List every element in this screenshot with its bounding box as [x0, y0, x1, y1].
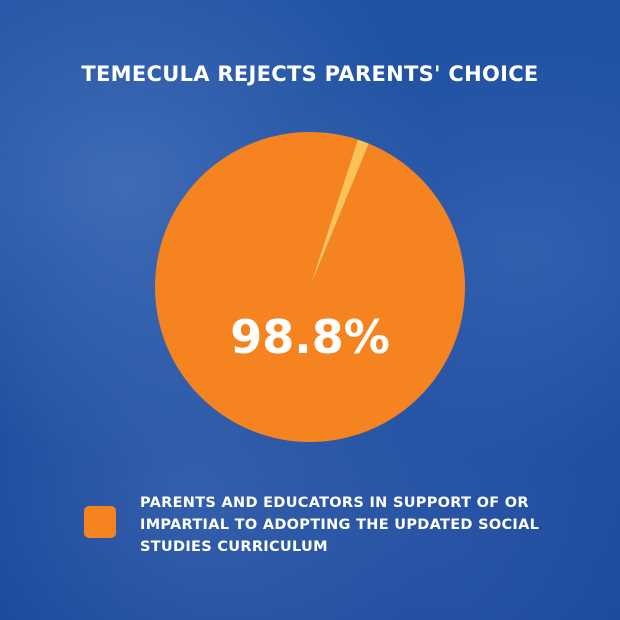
- pie-slice-1: [310, 139, 369, 287]
- legend-swatch: [84, 506, 116, 538]
- data-label: 98.8%: [230, 310, 390, 364]
- legend-label: PARENTS AND EDUCATORS IN SUPPORT OF OR I…: [140, 495, 540, 555]
- chart-title: TEMECULA REJECTS PARENTS' CHOICE: [81, 62, 539, 86]
- pie-slice-0: [154, 132, 465, 443]
